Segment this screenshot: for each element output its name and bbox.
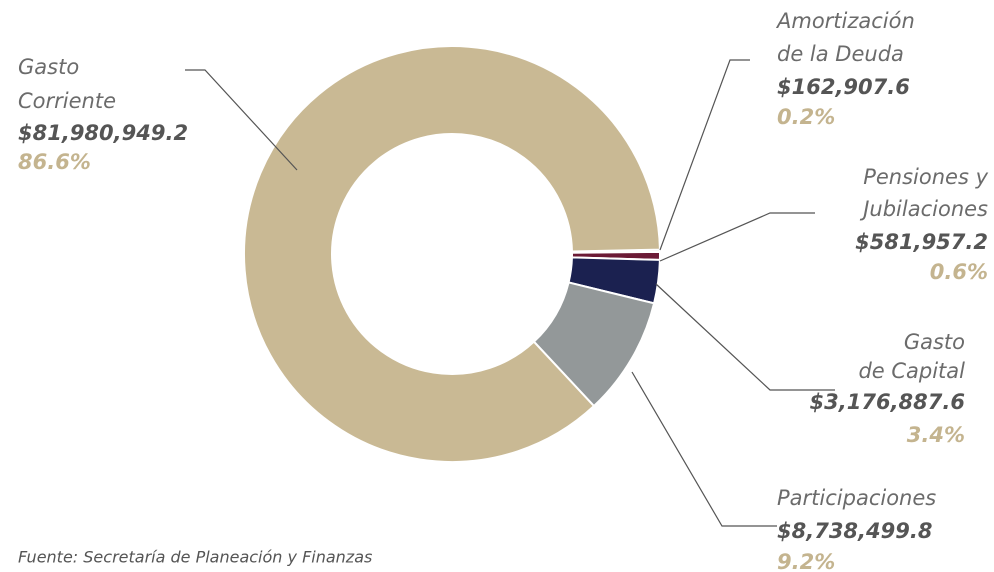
percent-label: 86.6% [18, 150, 91, 174]
value-label: $162,907.6 [777, 75, 910, 99]
label-name: Corriente [18, 89, 116, 113]
label-name: Amortización [775, 9, 915, 33]
slice [243, 45, 661, 463]
label-name: de la Deuda [777, 42, 904, 66]
value-label: $581,957.2 [855, 230, 988, 254]
label-name: Pensiones y [863, 165, 988, 189]
value-label: $8,738,499.8 [777, 519, 932, 543]
value-label: $3,176,887.6 [810, 390, 965, 414]
source: Fuente: Secretaría de Planeación y Finan… [18, 548, 372, 567]
percent-label: 3.4% [907, 423, 965, 447]
percent-label: 9.2% [777, 550, 835, 572]
label-name: de Capital [858, 359, 965, 383]
leader-line [659, 212, 815, 262]
leader-line [631, 371, 777, 527]
percent-label: 0.2% [777, 105, 835, 129]
percent-label: 0.6% [930, 260, 988, 284]
leader-line [185, 69, 298, 171]
label-name: Gasto [904, 330, 965, 354]
leader-line [655, 283, 835, 391]
label-name: Gasto [18, 55, 79, 79]
label-name: Jubilaciones [859, 197, 988, 221]
leader-line [659, 59, 750, 251]
label-name: Participaciones [777, 486, 936, 510]
value-label: $81,980,949.2 [18, 121, 188, 145]
